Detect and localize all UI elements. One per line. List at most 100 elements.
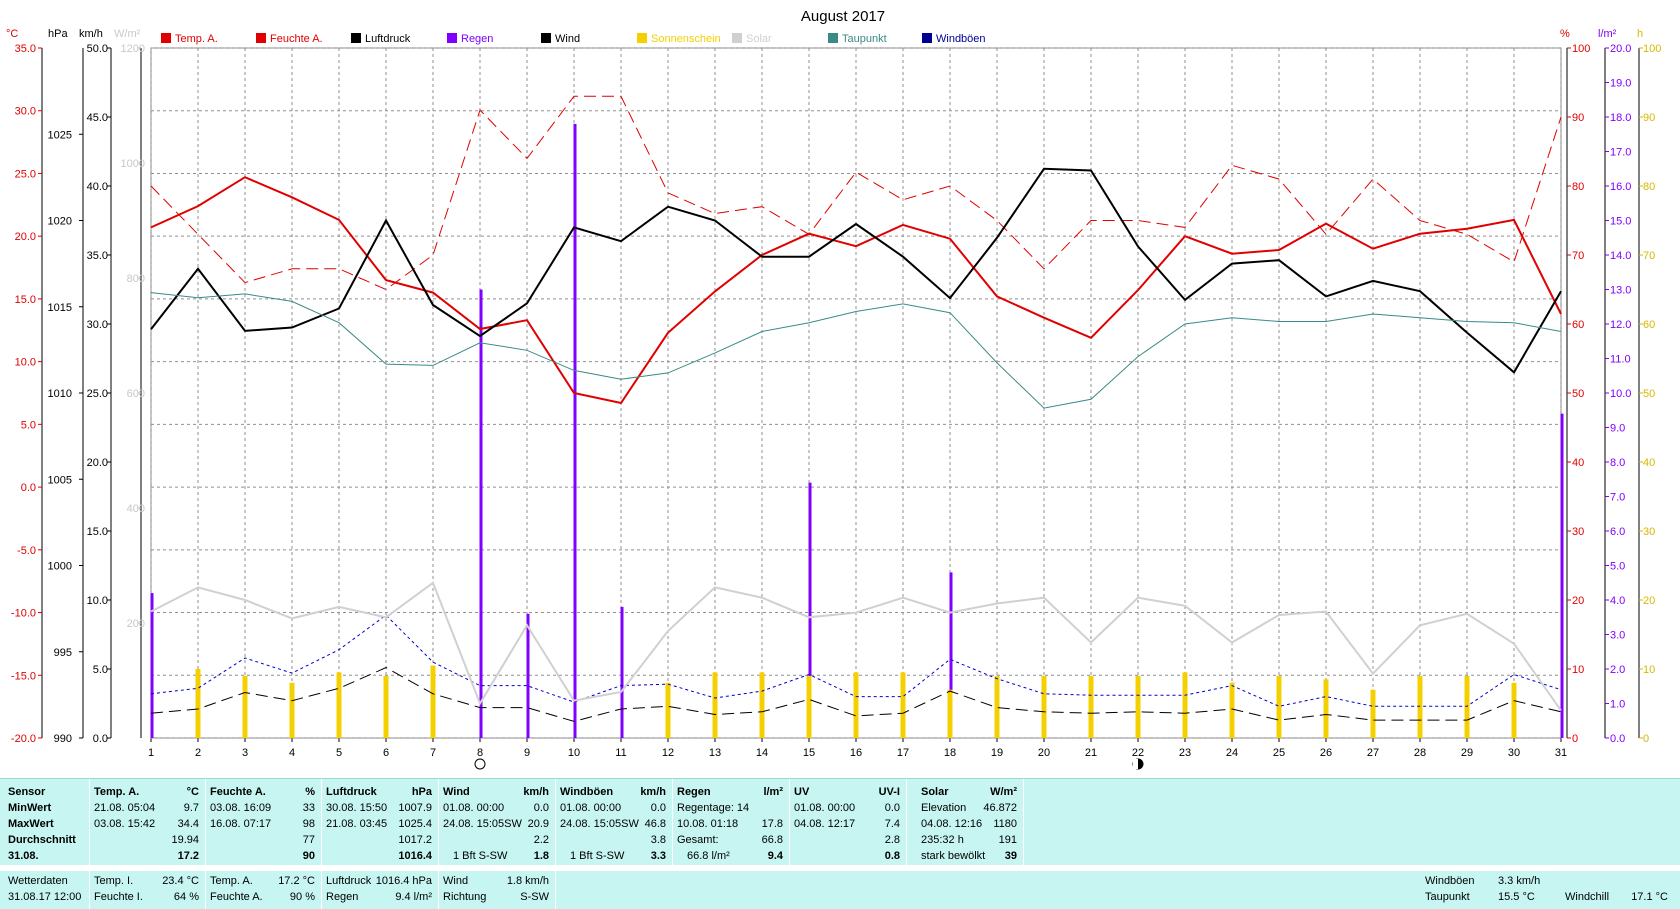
rain-tick-label: 2.0 — [1610, 664, 1625, 676]
stats-labels: Sensor MinWert MaxWert Durchschnitt 31.0… — [0, 779, 90, 865]
rain-tick-label: 4.0 — [1610, 595, 1625, 607]
regen-bar — [620, 606, 624, 738]
x-tick-label: 8 — [477, 747, 483, 759]
full-moon-icon — [474, 758, 486, 770]
x-tick-label: 17 — [897, 747, 909, 759]
hum-max-date: 16.08. 07:17 — [210, 818, 272, 830]
moon-phase-light-half — [1133, 759, 1138, 769]
x-tick-label: 22 — [1132, 747, 1144, 759]
legend-label: Taupunkt — [842, 33, 887, 45]
rain-max-value: 17.8 — [761, 818, 783, 830]
sun-unit-label: h — [1637, 28, 1643, 40]
rain-tick-label: 10.0 — [1610, 388, 1631, 400]
pressure-tick-label: 990 — [54, 733, 72, 745]
x-tick-label: 1 — [148, 747, 154, 759]
current-direction-label: Richtung — [443, 891, 487, 903]
humidity-unit-label: % — [1560, 28, 1570, 40]
temp-unit-label: °C — [6, 28, 18, 40]
weather-chart: August 2017 1 2 3 4 5 6 7 8 9 10 11 12 13 14 15 16 17 18 1… — [6, 8, 1661, 770]
gust-min-value: 0.0 — [650, 802, 666, 814]
sun-tick-label: 40 — [1643, 457, 1655, 469]
outdoor-temp-value: 17.2 °C — [278, 875, 315, 887]
legend-label: Luftdruck — [365, 33, 411, 45]
statistics-panel: Sensor MinWert MaxWert Durchschnitt 31.0… — [0, 778, 1680, 865]
solar-tick-label: 400 — [127, 503, 145, 515]
solar-current-value: 39 — [1004, 850, 1017, 862]
sonnenschein-bar — [1464, 675, 1470, 738]
pressure-tick-label: 1015 — [48, 302, 72, 314]
temp-max-date: 03.08. 15:42 — [94, 818, 156, 830]
x-tick-label: 7 — [430, 747, 436, 759]
regen-bar — [808, 482, 812, 738]
temp-unit: °C — [186, 786, 199, 798]
legend-label: Feuchte A. — [270, 33, 323, 45]
solar-tick-label: 200 — [127, 618, 145, 630]
sensor-label: Sensor — [8, 786, 46, 798]
current-col-5: Wind 1.8 km/h Richtung S-SW — [439, 871, 556, 909]
sonnenschein-bar — [383, 675, 389, 738]
x-tick-label: 23 — [1179, 747, 1191, 759]
rain-tick-label: 18.0 — [1610, 112, 1631, 124]
rain-tick-label: 19.0 — [1610, 78, 1631, 90]
regen-bar — [949, 572, 953, 738]
sonnenschein-bar — [900, 672, 906, 738]
sonnenschein-bar — [1276, 675, 1282, 738]
x-tick-label: 15 — [803, 747, 815, 759]
current-weather-panel: Wetterdaten 31.08.17 12:00 Temp. I. 23.4… — [0, 871, 1680, 909]
solar-line — [150, 581, 1562, 711]
temp-avg-value: 19.94 — [171, 834, 199, 846]
hum-header: Feuchte A. — [210, 786, 266, 798]
sonnenschein-bar — [806, 675, 812, 738]
regen-bar — [573, 123, 577, 738]
hum-current-value: 90 — [302, 850, 315, 862]
stats-uv: UV UV-I 01.08. 00:00 0.0 04.08. 12:17 7.… — [790, 779, 907, 865]
humidity-tick-label: 40 — [1572, 457, 1584, 469]
temp-tick-label: 25.0 — [15, 168, 36, 180]
regen-bar — [150, 593, 154, 738]
hum-min-date: 03.08. 16:09 — [210, 802, 272, 814]
regen-bar — [479, 289, 483, 738]
humidity-tick-label: 80 — [1572, 181, 1584, 193]
wind-tick-label: 30.0 — [87, 319, 108, 331]
x-tick-label: 25 — [1273, 747, 1285, 759]
solar-tick-label: 1000 — [121, 158, 145, 170]
sun-tick-label: 20 — [1643, 595, 1655, 607]
windchill-value: 17.1 °C — [1631, 891, 1668, 903]
sonnenschein-bar — [195, 669, 201, 738]
max-label: MaxWert — [8, 818, 54, 830]
sonnenschein-bar — [430, 665, 436, 738]
press-min-date: 30.08. 15:50 — [326, 802, 388, 814]
uv-current-value: 0.8 — [884, 850, 900, 862]
rain-tick-label: 15.0 — [1610, 216, 1631, 228]
indoor-hum-value: 64 % — [173, 891, 199, 903]
wind-tick-label: 15.0 — [87, 526, 108, 538]
legend-swatch — [828, 33, 838, 43]
legend-label: Wind — [555, 33, 580, 45]
x-tick-label: 5 — [336, 747, 342, 759]
sonnenschein-bar — [1417, 675, 1423, 738]
solar-unit: W/m² — [990, 786, 1017, 798]
x-tick-label: 3 — [242, 747, 248, 759]
regen-bar — [526, 613, 530, 738]
current-dewpoint-label: Taupunkt — [1425, 891, 1470, 903]
humidity-tick-label: 100 — [1572, 43, 1590, 55]
sun-tick-label: 50 — [1643, 388, 1655, 400]
rain-days: Regentage: 14 — [677, 802, 750, 814]
rain-tick-label: 7.0 — [1610, 492, 1625, 504]
pressure-tick-label: 1025 — [48, 129, 72, 141]
humidity-tick-label: 50 — [1572, 388, 1584, 400]
press-max-value: 1025.4 — [398, 818, 432, 830]
x-tick-label: 30 — [1508, 747, 1520, 759]
current-rain-label: Regen — [326, 891, 359, 903]
sun-tick-label: 10 — [1643, 664, 1655, 676]
rain-tick-label: 1.0 — [1610, 699, 1625, 711]
temp-tick-label: 10.0 — [15, 357, 36, 369]
uv-max-date: 04.08. 12:17 — [794, 818, 856, 830]
uv-avg-value: 2.8 — [884, 834, 900, 846]
gust-current-direction: 1 Bft S-SW — [570, 850, 625, 862]
x-tick-label: 26 — [1320, 747, 1332, 759]
sun-tick-label: 30 — [1643, 526, 1655, 538]
press-current-value: 1016.4 — [398, 850, 432, 862]
press-unit: hPa — [411, 786, 432, 798]
current-pressure-label: Luftdruck — [326, 875, 372, 887]
